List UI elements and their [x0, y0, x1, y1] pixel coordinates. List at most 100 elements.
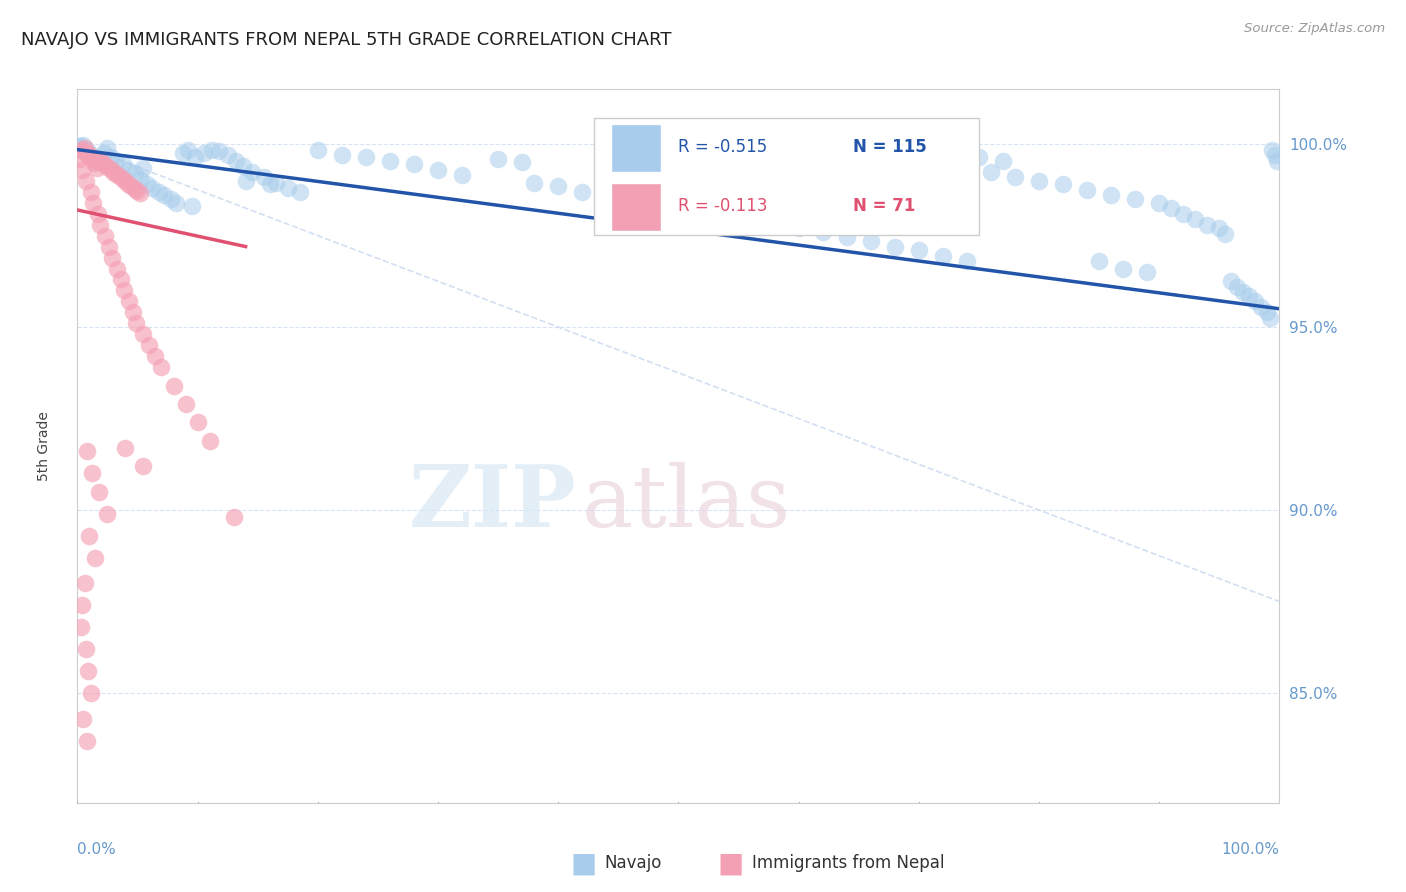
Text: ZIP: ZIP — [409, 461, 576, 545]
Point — [232, 159, 254, 173]
Point — [1136, 265, 1159, 279]
Point — [160, 192, 183, 206]
Point — [73, 576, 96, 591]
Point — [141, 181, 163, 195]
Point — [124, 166, 146, 180]
Point — [307, 143, 329, 157]
Point — [259, 178, 281, 192]
Point — [89, 218, 111, 232]
Point — [77, 664, 100, 678]
Point — [835, 230, 858, 244]
Point — [111, 172, 134, 186]
Point — [571, 185, 593, 199]
Point — [510, 155, 533, 169]
Point — [240, 164, 263, 178]
Point — [103, 164, 125, 178]
Text: 0.0%: 0.0% — [77, 842, 117, 857]
Point — [90, 155, 112, 169]
Point — [150, 360, 173, 375]
Point — [451, 168, 474, 182]
Point — [96, 507, 118, 521]
Point — [84, 550, 107, 565]
Point — [201, 143, 224, 157]
Point — [378, 153, 401, 168]
Point — [1076, 183, 1098, 197]
Point — [114, 441, 136, 455]
Point — [165, 195, 187, 210]
Point — [72, 145, 94, 159]
Point — [1028, 174, 1050, 188]
Point — [235, 174, 257, 188]
Point — [264, 176, 287, 190]
Point — [523, 176, 546, 190]
Point — [87, 152, 110, 166]
Point — [105, 261, 128, 276]
Point — [125, 317, 148, 331]
Point — [1215, 227, 1237, 241]
Point — [80, 148, 103, 162]
Text: 5th Grade: 5th Grade — [37, 411, 51, 481]
Point — [72, 712, 94, 726]
Point — [253, 169, 276, 184]
Point — [1261, 143, 1284, 157]
Point — [288, 185, 311, 199]
Point — [198, 434, 221, 448]
Point — [100, 150, 122, 164]
Point — [486, 152, 509, 166]
Point — [1088, 254, 1111, 268]
Point — [187, 415, 209, 429]
Point — [86, 161, 108, 175]
Point — [70, 162, 93, 177]
Point — [79, 148, 101, 162]
Point — [75, 174, 97, 188]
Point — [128, 172, 150, 186]
Point — [124, 182, 146, 196]
Point — [859, 234, 882, 248]
Point — [619, 192, 641, 206]
Point — [1232, 285, 1254, 300]
Point — [740, 212, 762, 227]
Point — [595, 188, 617, 202]
Point — [145, 349, 167, 363]
Point — [1264, 148, 1286, 162]
Point — [73, 141, 96, 155]
Point — [100, 161, 122, 176]
Point — [547, 179, 569, 194]
Point — [193, 146, 215, 161]
Point — [70, 598, 93, 612]
Point — [1220, 274, 1243, 288]
Point — [76, 143, 98, 157]
Point — [70, 143, 93, 157]
Point — [76, 733, 98, 747]
Point — [97, 239, 120, 253]
Point — [128, 186, 150, 201]
Point — [148, 185, 170, 199]
Point — [114, 174, 136, 188]
Point — [1244, 294, 1267, 309]
Point — [1099, 188, 1122, 202]
Point — [174, 397, 197, 411]
Point — [1173, 206, 1195, 220]
Point — [70, 620, 93, 634]
Point — [127, 184, 149, 198]
Text: N = 115: N = 115 — [852, 138, 927, 156]
Point — [1004, 169, 1026, 184]
Point — [83, 156, 105, 170]
Point — [222, 510, 245, 524]
Point — [153, 188, 176, 202]
Text: N = 71: N = 71 — [852, 197, 915, 215]
Point — [138, 338, 160, 352]
Point — [172, 146, 194, 161]
Point — [1226, 280, 1249, 294]
Point — [79, 529, 101, 543]
Point — [277, 181, 299, 195]
Point — [980, 164, 1002, 178]
Point — [93, 146, 115, 161]
Point — [787, 221, 810, 235]
Point — [84, 153, 107, 168]
Point — [1123, 192, 1146, 206]
Point — [120, 179, 142, 194]
Text: atlas: atlas — [582, 461, 792, 545]
FancyBboxPatch shape — [612, 184, 661, 230]
Point — [217, 148, 239, 162]
